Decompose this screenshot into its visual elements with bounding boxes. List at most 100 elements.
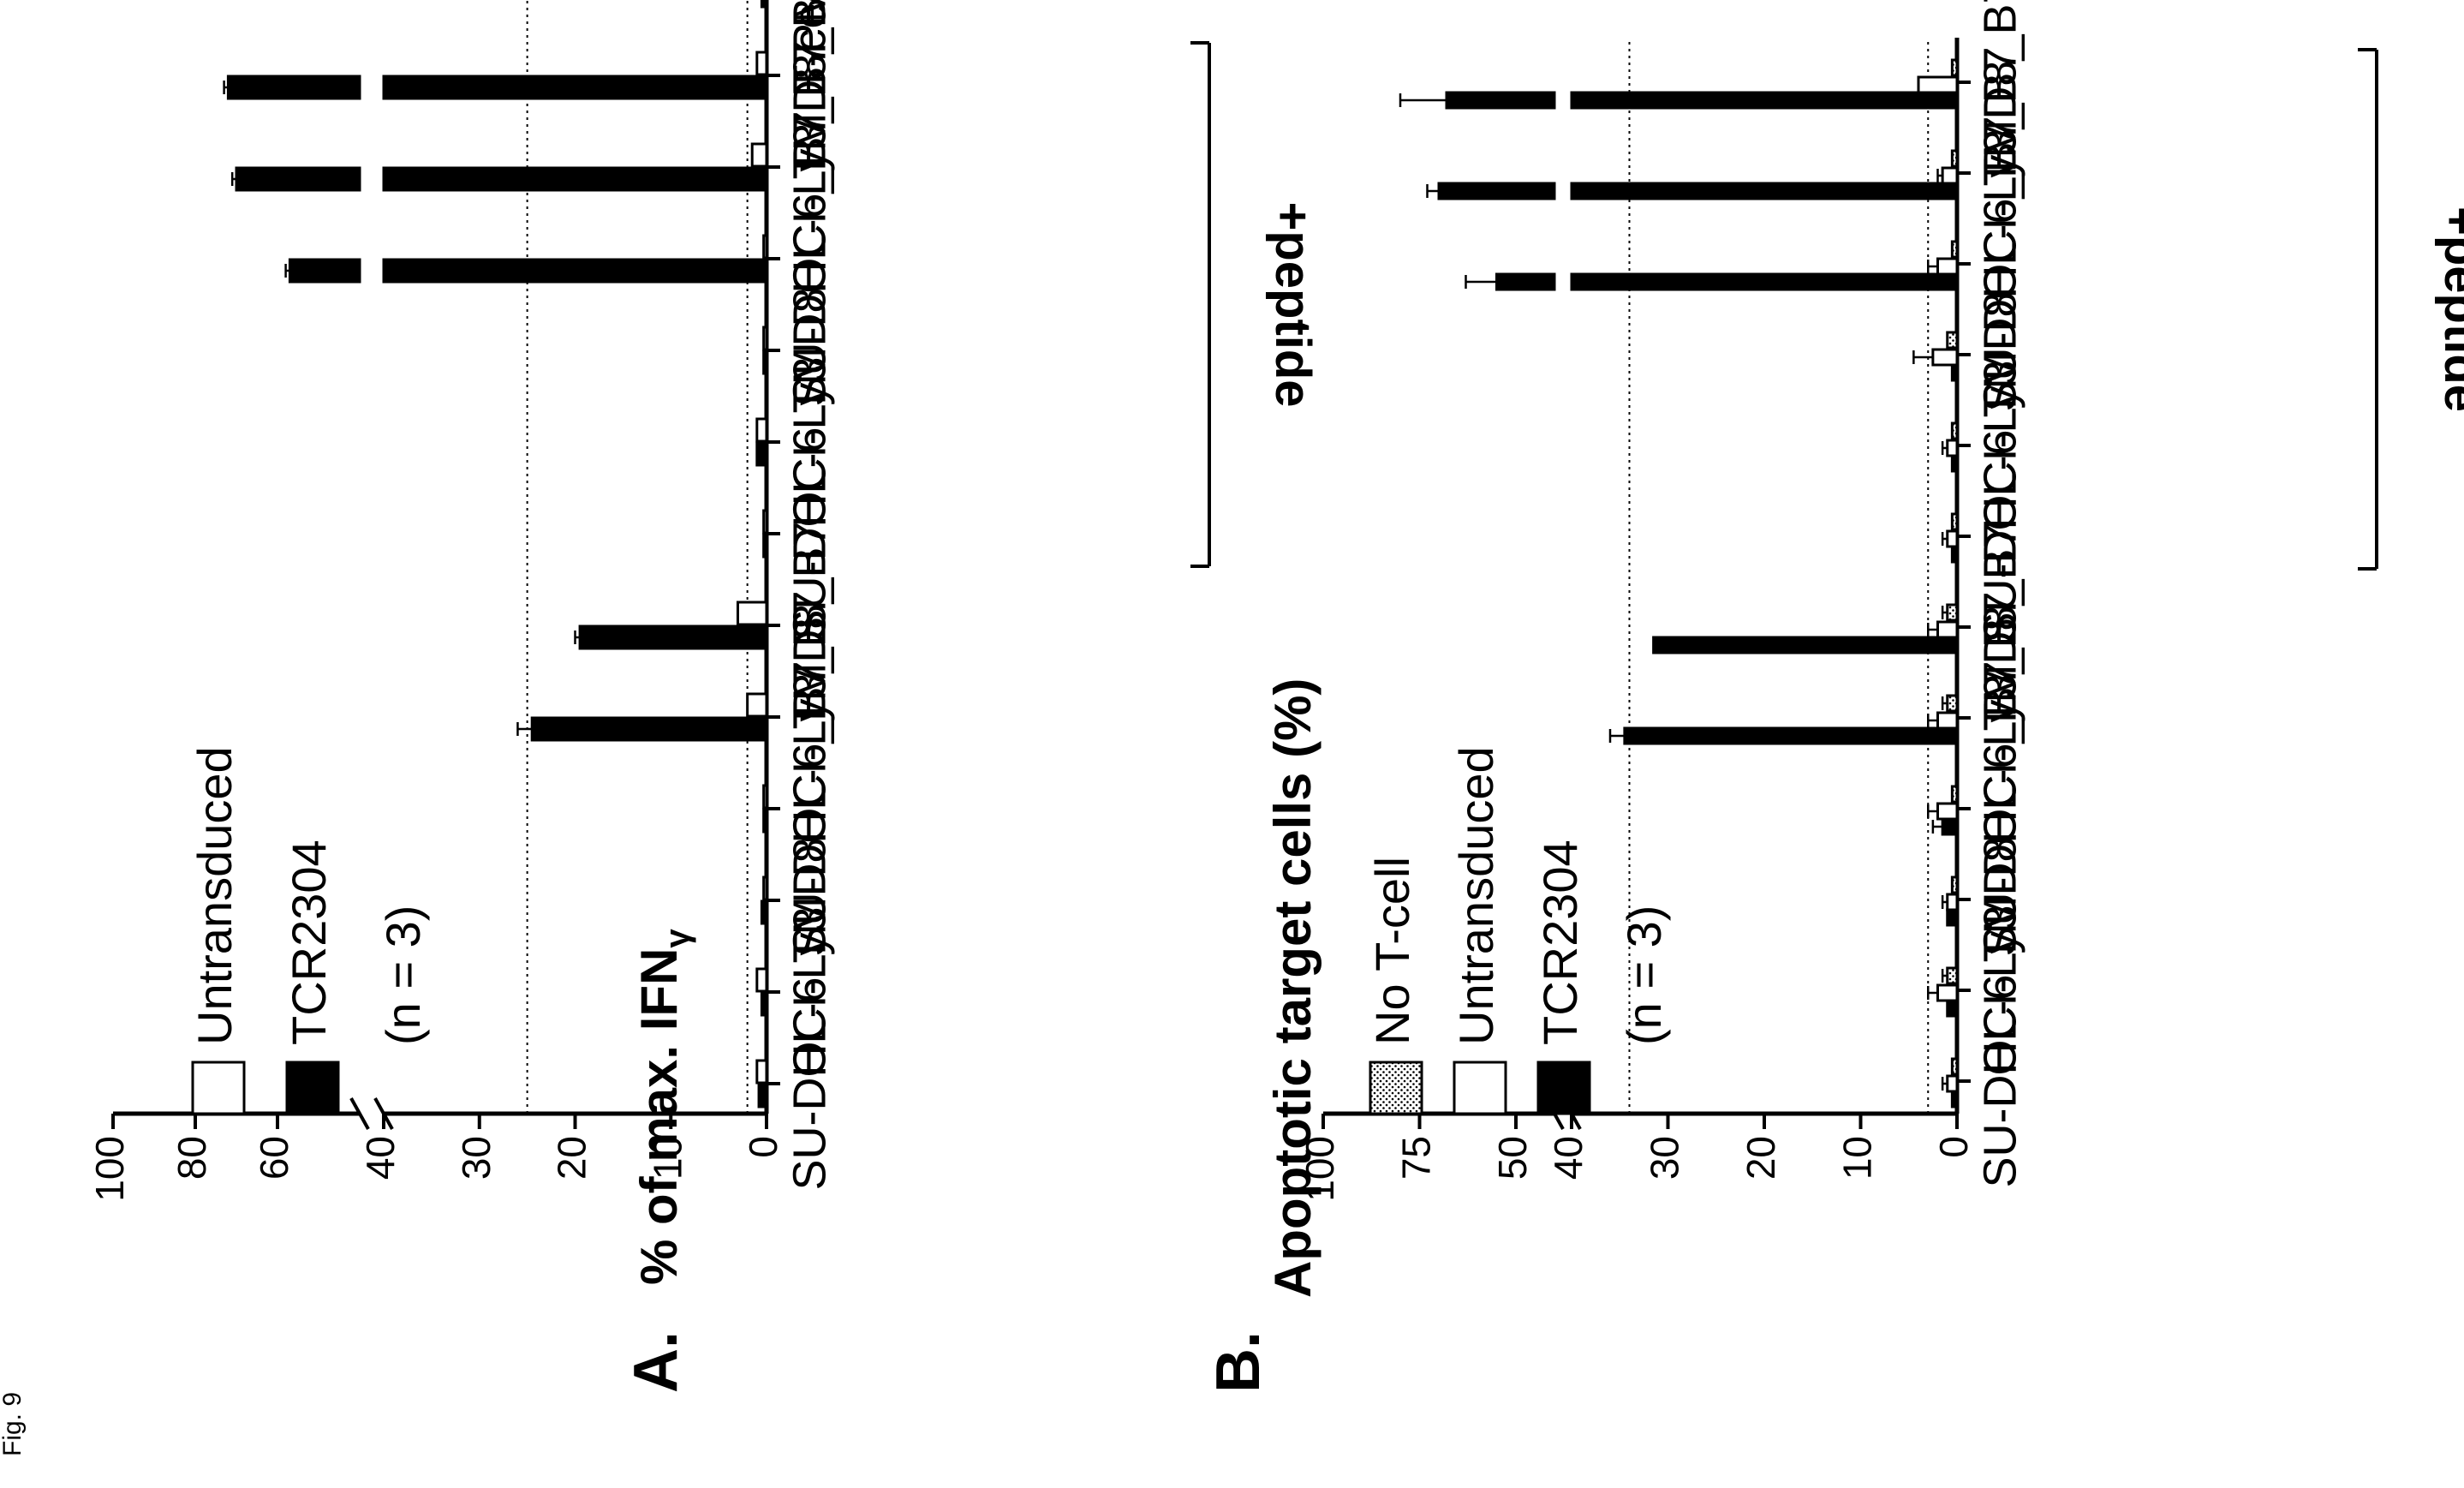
bar [1917, 75, 1959, 94]
bar [755, 417, 768, 443]
bar [755, 51, 768, 76]
bar [382, 166, 768, 192]
bar [1623, 726, 1959, 745]
legend-label: (n = 3) [376, 905, 430, 1045]
bar [1950, 58, 1959, 77]
y-tick-label: 80 [170, 1136, 214, 1180]
category-label: OCI-Ly3_B7 [1974, 46, 2025, 299]
bar [1936, 620, 1959, 639]
category-label: TMD8_B7 [1974, 523, 2025, 731]
legend-label: Untransduced [188, 746, 242, 1045]
category-label: SU-DHL-6 [1974, 429, 2025, 642]
bar [382, 258, 768, 284]
y-axis-title-subscript: γ [659, 929, 696, 948]
bar [1946, 331, 1959, 350]
category-label: SU-DHL-6 [1974, 974, 2025, 1187]
y-tick-label: 75 [1394, 1136, 1439, 1180]
bar [288, 258, 361, 284]
bar [1437, 182, 1556, 200]
category-label: TMD8 [1974, 837, 2025, 963]
figure-label: Fig. 9 [0, 1392, 27, 1456]
category-label: SU-DHL-6_B7 [784, 111, 835, 406]
legend-swatch [1369, 1061, 1423, 1115]
bar [1946, 529, 1959, 548]
category-label: SU-DHL-6_B7 [1974, 116, 2025, 411]
bar [1570, 272, 1959, 291]
y-tick-label: 40 [1546, 1136, 1590, 1180]
category-label: SU-DHL-6_B7 [784, 660, 835, 956]
bar [226, 75, 361, 100]
bar [760, 991, 768, 1017]
bar [1950, 1057, 1959, 1076]
bar [1941, 817, 1959, 836]
bar [1570, 182, 1959, 200]
bar [762, 509, 768, 535]
panel-label: A. [622, 1331, 690, 1393]
bar [1936, 257, 1959, 276]
bar [736, 601, 768, 626]
bar [1950, 1090, 1959, 1109]
bar [750, 142, 768, 168]
bar [755, 967, 768, 993]
category-label: OCI-Ly3 [784, 356, 835, 527]
bar [760, 899, 768, 925]
legend-swatch [1453, 1061, 1507, 1115]
category-label: TMD8_B7 [1974, 0, 2025, 187]
bar [1950, 454, 1959, 473]
category-label: PMA/Ionomycin [784, 0, 835, 54]
bar [1936, 711, 1959, 730]
bar [1931, 348, 1959, 367]
y-tick-label: 20 [1739, 1136, 1783, 1180]
legend-label: Untransduced [1449, 746, 1503, 1045]
legend-label: TCR2304 [1533, 840, 1587, 1045]
bar [1946, 908, 1959, 927]
bar [1936, 802, 1959, 821]
category-label: SU-DHL-6 [784, 977, 835, 1190]
y-tick-label: 0 [741, 1136, 785, 1158]
y-tick-label: 100 [1298, 1136, 1342, 1202]
bar [1946, 966, 1959, 985]
bar [762, 234, 768, 260]
bar [755, 1059, 768, 1085]
category-label: T-cell Only [784, 0, 835, 93]
bar [1946, 999, 1959, 1018]
axis-break-mark [349, 1097, 370, 1130]
y-tick-label: 40 [358, 1136, 403, 1180]
y-tick-label: 0 [1931, 1136, 1976, 1158]
bar [235, 166, 361, 192]
category-label: OCI-Ly3_B7 [784, 40, 835, 293]
bar [382, 75, 768, 100]
legend-swatch [1536, 1061, 1591, 1115]
legend-swatch [285, 1061, 340, 1115]
category-label: OCI-Ly3 [1974, 905, 2025, 1075]
bar [1946, 1074, 1959, 1093]
bar [1946, 694, 1959, 713]
bar [1652, 636, 1959, 654]
bar [1495, 272, 1556, 291]
category-label: TMD8 [784, 288, 835, 414]
bar [1445, 91, 1556, 110]
legend-label: No T-cell [1365, 857, 1419, 1045]
category-label: OCI-Ly3_B7 [784, 590, 835, 843]
category-label: OCI-Ly3_B7 [1974, 591, 2025, 844]
peptide-bracket-label: +peptide [2434, 206, 2464, 412]
category-label: OCI-Ly3 [1974, 360, 2025, 530]
bar [1946, 893, 1959, 911]
bar [1950, 421, 1959, 440]
bar [762, 533, 768, 559]
panel-label: B. [1204, 1331, 1273, 1393]
y-tick-label: 30 [454, 1136, 498, 1180]
bar [1950, 363, 1959, 382]
legend-label: (n = 3) [1617, 905, 1671, 1045]
bar [762, 350, 768, 375]
bar [1950, 512, 1959, 531]
bar [762, 808, 768, 834]
legend-swatch [191, 1061, 246, 1115]
y-tick-label: 60 [252, 1136, 296, 1180]
bar [1570, 91, 1959, 110]
bar [760, 0, 768, 9]
bar [1950, 149, 1959, 168]
